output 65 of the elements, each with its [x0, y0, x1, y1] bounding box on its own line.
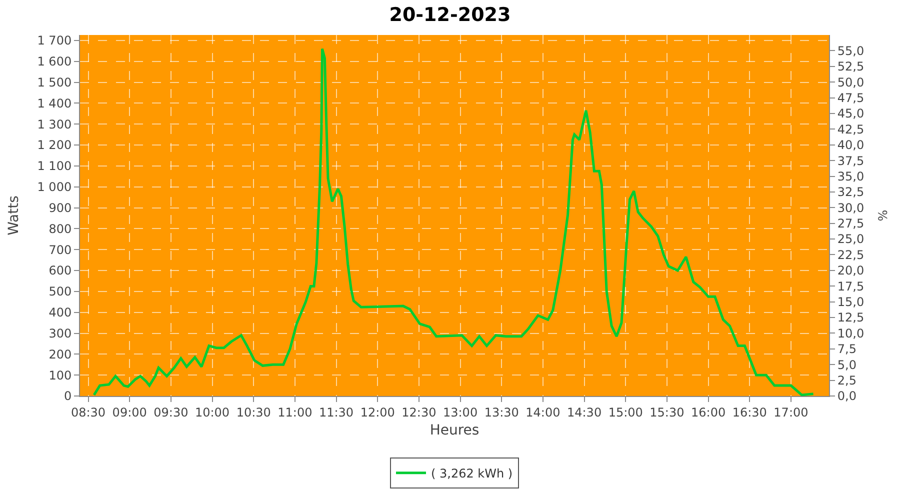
y2-tick-label: 17,5: [837, 279, 864, 294]
y2-tick-label: 47,5: [837, 90, 864, 105]
y-tick-label: 1 500: [37, 75, 72, 90]
x-tick-label: 11:30: [318, 405, 354, 420]
y2-tick-label: 5,0: [837, 358, 856, 372]
y2-tick-label: 52,5: [837, 60, 864, 74]
y2-tick-label: 7,5: [837, 342, 856, 356]
x-tick-label: 09:30: [154, 405, 188, 420]
y2-tick-label: 2,5: [837, 374, 856, 388]
y2-tick-label: 40,0: [837, 138, 864, 152]
y2-tick-label: 50,0: [837, 75, 864, 90]
x-tick-label: 08:30: [70, 405, 106, 420]
x-tick-label: 13:00: [442, 405, 478, 420]
y2-tick-label: 22,5: [837, 248, 864, 262]
y-axis-title: Watts: [6, 196, 22, 236]
x-tick-label: 15:00: [608, 405, 643, 420]
y-tick-label: 800: [48, 222, 72, 236]
y-tick-label: 1 700: [37, 34, 72, 48]
y2-tick-label: 10,0: [837, 326, 864, 340]
x-axis-title: Heures: [430, 422, 480, 439]
x-tick-label: 10:00: [194, 405, 230, 420]
x-tick-label: 16:00: [691, 405, 726, 420]
y-tick-label: 200: [48, 347, 72, 362]
y-tick-label: 700: [48, 242, 72, 257]
x-tick-label: 12:30: [402, 405, 436, 420]
y2-tick-label: 45,0: [837, 106, 864, 121]
y2-tick-label: 25,0: [837, 232, 864, 246]
y2-tick-label: 42,5: [837, 122, 864, 136]
y2-axis-title: %: [876, 210, 890, 222]
legend-label: ( 3,262 kWh ): [431, 466, 513, 481]
y2-tick-label: 32,5: [837, 185, 864, 200]
x-tick-label: 17:00: [774, 405, 808, 420]
y2-tick-label: 37,5: [837, 154, 864, 168]
chart-title: 20-12-2023: [389, 4, 511, 26]
y2-tick-label: 35,0: [837, 169, 864, 184]
y2-tick-label: 20,0: [837, 264, 864, 278]
y-tick-label: 100: [48, 368, 72, 382]
y-tick-label: 1 400: [37, 96, 72, 110]
y-tick-label: 400: [48, 306, 72, 320]
y2-tick-label: 15,0: [837, 295, 864, 310]
y2-tick-label: 27,5: [837, 216, 864, 231]
y-tick-label: 600: [48, 264, 72, 278]
x-tick-label: 09:00: [112, 405, 147, 420]
y-tick-label: 1 000: [37, 180, 72, 194]
y-tick-label: 300: [48, 326, 72, 340]
y2-tick-label: 55,0: [837, 44, 864, 58]
x-tick-label: 15:30: [650, 405, 684, 420]
y-tick-label: 1 300: [37, 117, 72, 132]
y-tick-label: 900: [48, 200, 72, 215]
y-tick-label: 500: [48, 284, 72, 299]
y-tick-label: 1 600: [37, 54, 72, 69]
y2-tick-label: 0,0: [837, 389, 856, 404]
line-series: [92, 48, 815, 396]
y-tick-label: 0: [64, 389, 72, 404]
x-tick-label: 16:30: [732, 405, 767, 420]
x-tick-label: 14:00: [526, 405, 560, 420]
y2-tick-label: 12,5: [837, 310, 864, 325]
x-tick-label: 13:30: [484, 405, 519, 420]
y2-tick-label: 30,0: [837, 200, 864, 215]
y-tick-label: 1 200: [37, 138, 72, 152]
y-tick-label: 1 100: [37, 159, 72, 174]
x-tick-label: 10:30: [236, 405, 271, 420]
x-tick-label: 12:00: [360, 405, 395, 420]
x-tick-label: 14:30: [566, 405, 602, 420]
x-tick-label: 11:00: [278, 405, 312, 420]
